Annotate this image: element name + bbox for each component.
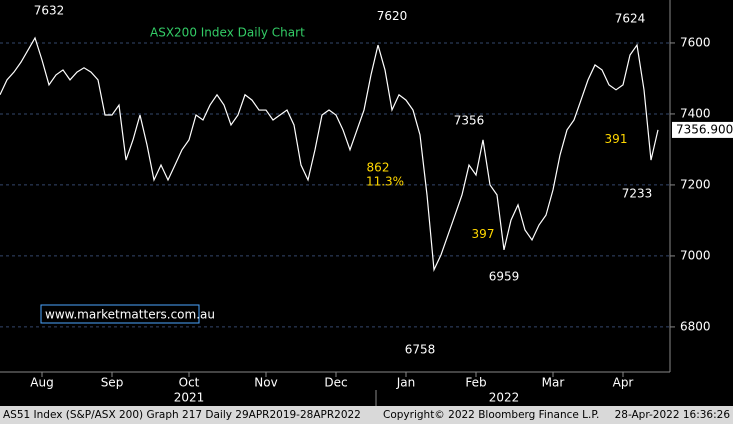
y-tick-label: 7400 xyxy=(680,106,711,120)
annotation: 7632 xyxy=(34,4,65,18)
footer-bar xyxy=(0,406,733,424)
x-tick-label: Feb xyxy=(465,376,486,390)
annotation: 11.3% xyxy=(366,175,404,189)
x-tick-label: Aug xyxy=(30,376,53,390)
annotation: 6758 xyxy=(405,342,436,356)
y-tick-label: 6800 xyxy=(680,319,711,333)
annotation: 7356 xyxy=(454,114,485,128)
x-tick-label: Dec xyxy=(324,376,347,390)
current-value-label: 7356.900 xyxy=(676,122,733,136)
x-tick-label: Oct xyxy=(179,376,200,390)
x-tick-label: Apr xyxy=(613,376,634,390)
x-tick-label: Mar xyxy=(542,376,565,390)
footer-center: Copyright© 2022 Bloomberg Finance L.P. xyxy=(383,409,599,421)
annotation: 391 xyxy=(605,132,628,146)
annotation: 7620 xyxy=(377,9,408,23)
current-value-box xyxy=(672,121,733,138)
footer-left: AS51 Index (S&P/ASX 200) Graph 217 Daily… xyxy=(3,409,361,421)
y-tick-label: 7600 xyxy=(680,35,711,49)
annotation: 397 xyxy=(472,227,495,241)
y-tick-label: 7000 xyxy=(680,248,711,262)
year-label: 2022 xyxy=(489,391,520,405)
y-tick-label: 7200 xyxy=(680,177,711,191)
watermark-box xyxy=(40,304,200,324)
year-label: 2021 xyxy=(174,391,205,405)
x-tick-label: Jan xyxy=(396,376,416,390)
annotation: 7233 xyxy=(622,186,653,200)
annotation: 6959 xyxy=(489,270,520,284)
watermark: www.marketmatters.com.au xyxy=(45,308,215,322)
price-line xyxy=(0,36,659,273)
footer-right: 28-Apr-2022 16:36:26 xyxy=(615,409,731,421)
chart-title: ASX200 Index Daily Chart xyxy=(150,26,305,40)
annotation: 862 xyxy=(367,160,390,174)
x-tick-label: Nov xyxy=(254,376,277,390)
x-tick-label: Sep xyxy=(101,376,124,390)
annotation: 7624 xyxy=(615,11,646,25)
